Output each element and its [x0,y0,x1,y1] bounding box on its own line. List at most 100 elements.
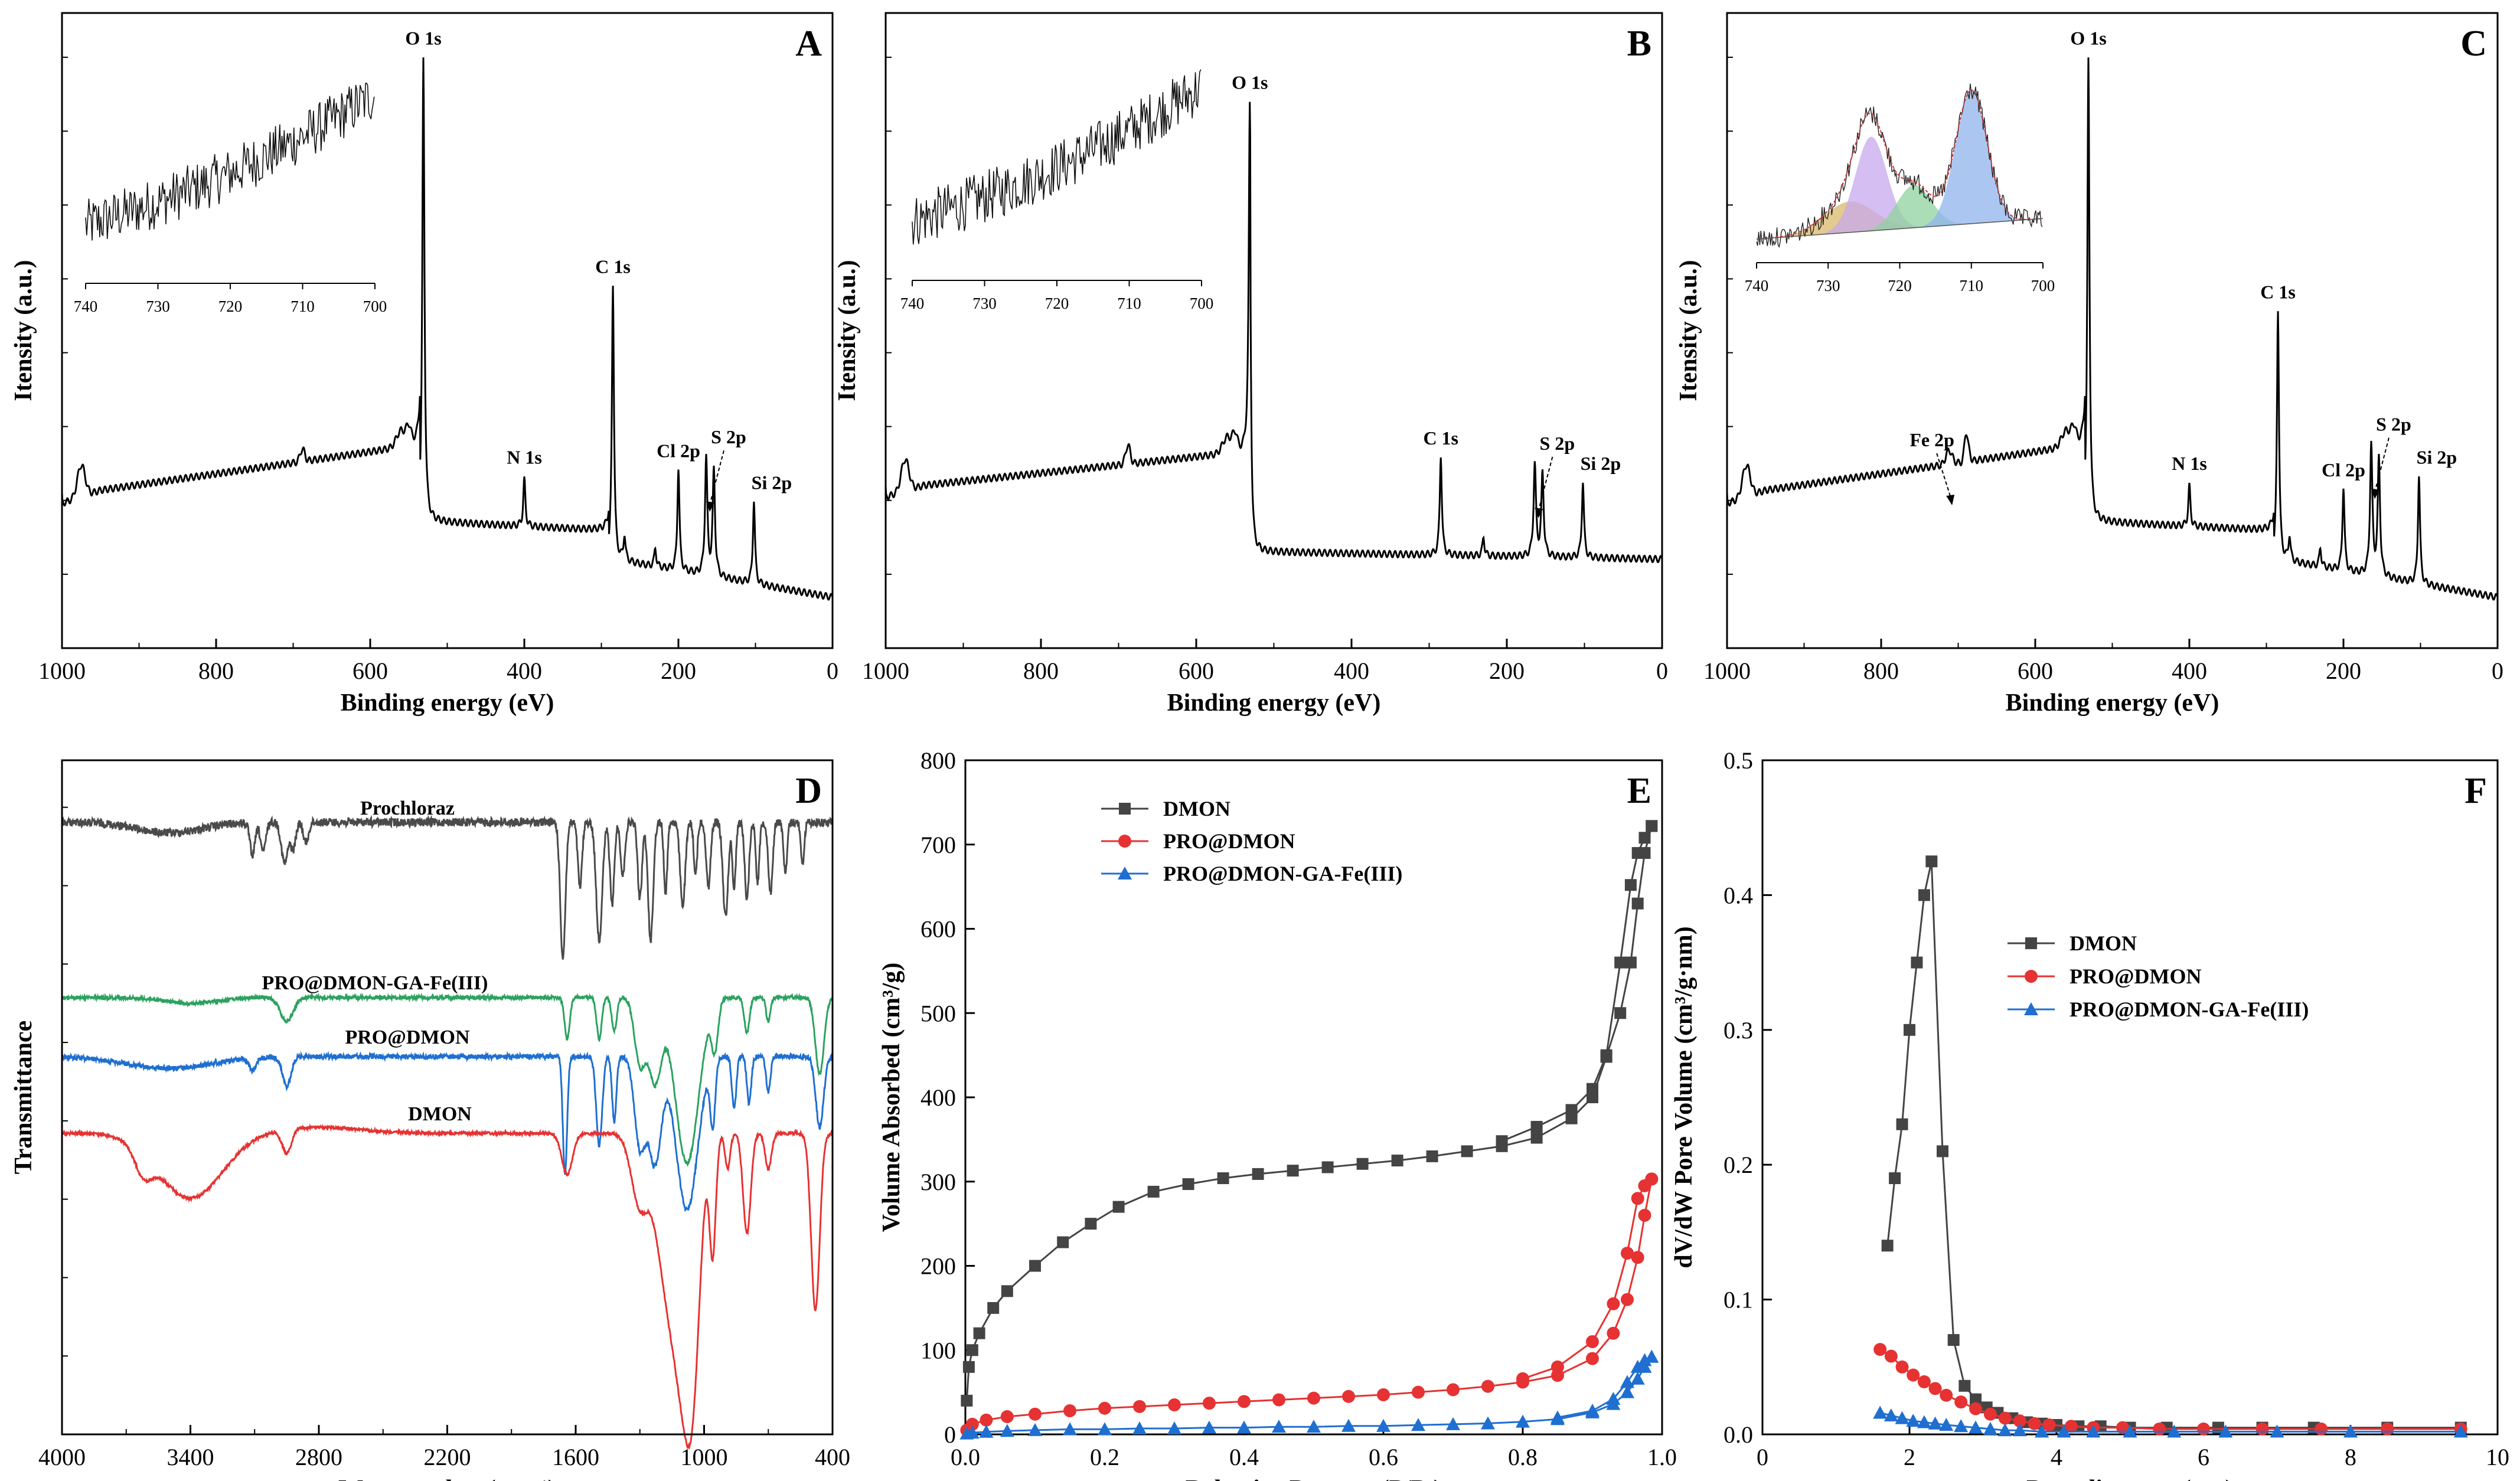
data-point [1063,1422,1077,1436]
data-point [1168,1398,1181,1412]
data-point [1342,1390,1355,1403]
data-point [2035,1424,2049,1438]
inset-tick-label: 730 [146,297,170,315]
inset-tick-label: 740 [1745,277,1769,295]
data-point [962,1361,975,1373]
data-point [987,1302,1000,1314]
data-point [1481,1416,1495,1430]
data-point [1969,1420,1983,1434]
peak-label: N 1s [507,446,542,467]
data-point [1426,1150,1438,1162]
y-axis-label: Itensity (a.u.) [1675,260,1702,401]
x-tick-label: 400 [2172,658,2207,684]
data-point [1411,1418,1425,1431]
bet-panel-E: 0.0 0.2 0.4 0.6 0.8 1.0 0 100 200 300 400 500 600 700… [878,747,1677,1481]
x-tick-label: 0 [1656,658,1668,684]
x-tick-label: 0 [827,658,838,684]
panel-label: A [795,24,822,64]
data-point [1085,1218,1097,1230]
data-point [1321,1161,1334,1173]
inset-B: 740 730 720 710 700 [900,69,1214,312]
data-point [1928,1382,1942,1395]
inset-A: 740 730 720 710 700 [74,82,387,315]
data-point [1377,1388,1390,1401]
data-point [2212,1421,2224,1434]
data-point [1631,897,1644,910]
inset-fit-component [1757,90,2043,239]
x-tick-label: 8 [2345,1444,2356,1470]
data-point [965,1417,979,1431]
data-point [1917,1375,1931,1388]
x-tick-label: 0.4 [1229,1444,1259,1470]
x-axis-label: Pore diameter (nm) [2026,1476,2234,1481]
ftir-panel-D: Prochloraz PRO@DMON-GA-Fe(III) PRO@DMON DMO… [10,759,850,1481]
peak-arrow [1936,453,1952,499]
x-tick-label: 4 [2051,1444,2062,1470]
x-tick-label: 800 [1023,658,1059,684]
legend-label: PRO@DMON-GA-Fe(III) [2069,998,2309,1021]
series-label: Prochloraz [360,797,455,819]
y-tick-label: 500 [920,1000,956,1026]
data-point [1614,956,1627,969]
data-point [1112,1201,1125,1213]
peak-label: N 1s [2172,453,2207,474]
x-tick-label: 0.2 [1090,1444,1119,1470]
data-point [1895,1411,1909,1424]
y-axis-label: dV/dW Pore Volume (cm³/g·nm) [1670,926,1698,1268]
data-point [1167,1421,1181,1435]
data-point [1907,1368,1920,1382]
data-point [961,1394,973,1407]
data-point [1391,1155,1403,1167]
data-point [1638,832,1651,844]
inset-spectrum [1756,83,2043,249]
data-point [1884,1408,1898,1422]
peak-label: C 1s [2260,282,2296,303]
data-point [1376,1418,1390,1432]
data-point [1272,1393,1285,1407]
data-point [1530,1120,1543,1133]
x-tick-label: 400 [815,1444,850,1470]
data-point [1896,1118,1908,1130]
data-point [1447,1383,1460,1397]
peak-label: O 1s [1232,72,1268,93]
inset-tick-label: 740 [900,295,925,312]
peak-arrow [709,450,724,505]
data-point [1600,1049,1612,1061]
x-tick-label: 600 [2018,658,2053,684]
data-point [1630,1371,1645,1385]
data-point [1446,1417,1460,1430]
data-point [1917,1415,1931,1428]
data-point [965,1426,980,1439]
x-tick-label: 0.8 [1508,1444,1538,1470]
data-point [2453,1424,2468,1438]
data-point [1638,1208,1651,1222]
inset-tick-label: 700 [1190,295,1214,312]
data-point [1614,1007,1627,1019]
data-point [1646,820,1658,832]
data-point [2255,1422,2269,1436]
spectrum-line [61,57,834,601]
y-tick-label: 300 [920,1169,956,1195]
inset-C: 740 730 720 710 700 [1745,83,2055,295]
data-point [1631,847,1644,859]
data-point [1202,1420,1216,1434]
data-point [2013,1414,2026,1428]
x-tick-label: 200 [1489,658,1525,684]
data-point [1947,1334,1960,1346]
panel-label: E [1627,771,1651,811]
spectrum-line [1726,57,2499,601]
inset-envelope [1756,89,2042,240]
y-tick-label: 0.5 [1723,747,1753,774]
data-point [1925,855,1938,868]
series-line-desorption [1501,825,1653,1142]
data-point [1873,1405,1888,1419]
data-point [2028,1417,2041,1430]
x-tick-label: 6 [2198,1444,2209,1470]
data-point [2057,1424,2071,1438]
legend-label: DMON [2069,931,2137,955]
ftir-series-line [61,1051,834,1212]
x-tick-label: 400 [507,658,542,684]
data-point [2064,1420,2078,1433]
series-DMON [961,820,1658,1407]
y-tick-label: 0.0 [1723,1421,1753,1448]
